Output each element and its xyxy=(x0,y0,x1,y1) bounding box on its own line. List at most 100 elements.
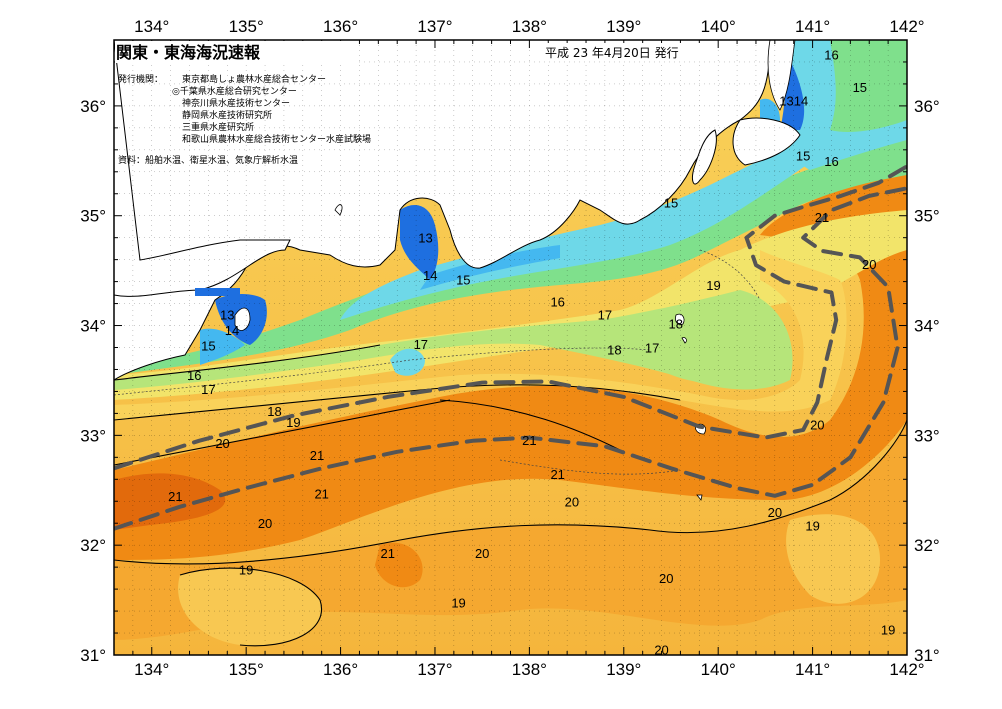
graticule xyxy=(114,40,907,655)
isotherm-label: 15 xyxy=(201,338,215,353)
isotherm-label: 19 xyxy=(706,278,720,293)
isotherm-label: 21 xyxy=(522,433,536,448)
lon-label-bottom: 134° xyxy=(134,660,169,679)
isotherm-label: 15 xyxy=(796,148,810,163)
isotherm-label: 20 xyxy=(862,257,876,272)
isotherm-label: 16 xyxy=(187,368,201,383)
isotherm-label: 19 xyxy=(805,518,819,533)
land-shikoku xyxy=(114,40,291,297)
isotherm-label: 21 xyxy=(550,467,564,482)
publisher-block: 発行機関： 東京都島しょ農林水産総合センター ◎千葉県水産総合研究センター 神奈… xyxy=(118,73,371,166)
title-backdrop xyxy=(115,41,355,63)
publisher-org-1: 東京都島しょ農林水産総合センター xyxy=(182,73,326,85)
isotherm-label: 13 xyxy=(418,231,432,246)
zone-cool-19-east xyxy=(786,514,880,604)
publisher-org-2: ◎千葉県水産総合研究センター xyxy=(172,85,297,97)
lon-label-bottom: 135° xyxy=(229,660,264,679)
land-oshima xyxy=(675,313,685,325)
zone-cold-13-ne xyxy=(780,60,805,130)
isotherm-label: 21 xyxy=(314,487,328,502)
isotherm-dotted xyxy=(114,249,761,475)
isotherm-label: 20 xyxy=(659,571,673,586)
zone-warm-21-patch xyxy=(375,542,423,588)
isotherm-label: 14 xyxy=(225,323,239,338)
lat-label-right: 36° xyxy=(914,97,940,116)
isotherm-label: 16 xyxy=(550,294,564,309)
isotherm-label: 20 xyxy=(654,643,668,658)
lon-label-bottom: 140° xyxy=(701,660,736,679)
lat-label-right: 31° xyxy=(914,646,940,665)
lat-labels-left: 36° 35° 34° 33° 32° 31° xyxy=(80,97,106,665)
lat-label-left: 34° xyxy=(80,317,106,336)
isotherm-label: 19 xyxy=(451,595,465,610)
zone-cool-16-ne xyxy=(830,40,907,132)
kuroshio-axes xyxy=(114,164,907,531)
issue-date: 平成 23 年4月20日 発行 xyxy=(545,46,679,60)
isotherm-dotted-b xyxy=(499,459,681,475)
isotherm-label: 19 xyxy=(239,562,253,577)
isotherm-label: 16 xyxy=(824,47,838,62)
isotherm-label: 21 xyxy=(381,546,395,561)
lon-label-bottom: 138° xyxy=(512,660,547,679)
lon-label-top: 139° xyxy=(606,17,641,36)
map-title: 関東・東海海況速報 xyxy=(116,43,261,62)
lon-label-bottom: 139° xyxy=(606,660,641,679)
land-izu-peninsula xyxy=(692,129,717,185)
zone-cool-19-south xyxy=(178,568,322,646)
publisher-org-5: 三重県水産研究所 xyxy=(182,121,254,133)
isotherm-label: 13 xyxy=(220,308,234,323)
lat-label-right: 34° xyxy=(914,317,940,336)
zone-cool-14 xyxy=(420,245,560,290)
lon-label-top: 142° xyxy=(889,17,924,36)
isotherm-label: 1314 xyxy=(779,93,808,108)
zone-warm-21 xyxy=(114,170,907,560)
lat-label-left: 35° xyxy=(80,207,106,226)
isotherm-label: 17 xyxy=(645,341,659,356)
zone-temp-17 xyxy=(114,290,793,390)
isotherm-label: 21 xyxy=(168,489,182,504)
lat-label-right: 32° xyxy=(914,536,940,555)
lon-labels-bottom: 134° 135° 136° 137° 138° 139° 140° 141° 142° xyxy=(134,660,924,679)
kuroshio-axis-line-1 xyxy=(114,164,907,471)
lon-label-bottom: 137° xyxy=(417,660,452,679)
lon-label-bottom: 142° xyxy=(889,660,924,679)
lon-label-top: 137° xyxy=(417,17,452,36)
lat-label-right: 33° xyxy=(914,426,940,445)
bay-osaka-14 xyxy=(200,328,245,365)
lon-label-top: 141° xyxy=(795,17,830,36)
isotherm-label: 15 xyxy=(456,272,470,287)
isotherm-19 xyxy=(114,384,681,421)
isotherm-label: 20 xyxy=(215,436,229,451)
lon-label-top: 140° xyxy=(701,17,736,36)
lat-labels-right: 36° 35° 34° 33° 32° 31° xyxy=(914,97,940,665)
date-backdrop xyxy=(540,43,705,61)
isotherm-label: 21 xyxy=(310,448,324,463)
land-shikoku-patch xyxy=(195,288,240,296)
zone-temp-18 xyxy=(114,210,907,400)
lat-label-left: 31° xyxy=(80,646,106,665)
isotherm-label: 17 xyxy=(598,308,612,323)
publisher-org-6: 和歌山県農林水産総合技術センター水産試験場 xyxy=(182,133,371,145)
lat-label-left: 32° xyxy=(80,536,106,555)
lat-label-left: 36° xyxy=(80,97,106,116)
isotherm-label: 18 xyxy=(267,404,281,419)
data-sources: 資料：船舶水温、衛星水温、気象庁解析水温 xyxy=(118,154,298,166)
publisher-label: 発行機関： xyxy=(118,73,163,85)
publisher-org-4: 静岡県水産技術研究所 xyxy=(182,109,272,121)
isotherm-label: 20 xyxy=(810,417,824,432)
lon-label-bottom: 136° xyxy=(323,660,358,679)
land-boso-peninsula xyxy=(732,117,801,166)
isotherm-dotted-a xyxy=(114,347,651,396)
isotherm-19-south xyxy=(179,567,323,647)
zone-temp-19 xyxy=(114,250,847,420)
isotherm-label: 20 xyxy=(565,494,579,509)
isotherm-label: 18 xyxy=(607,343,621,358)
zone-warm-21b xyxy=(114,473,226,530)
land-awaji xyxy=(234,307,251,331)
lon-label-bottom: 141° xyxy=(795,660,830,679)
publisher-org-3: 神奈川県水産技術センター xyxy=(182,97,290,109)
lon-labels-top: 134° 135° 136° 137° 138° 139° 140° 141° 142° xyxy=(134,17,924,36)
zone-cool-17-e xyxy=(640,334,788,385)
